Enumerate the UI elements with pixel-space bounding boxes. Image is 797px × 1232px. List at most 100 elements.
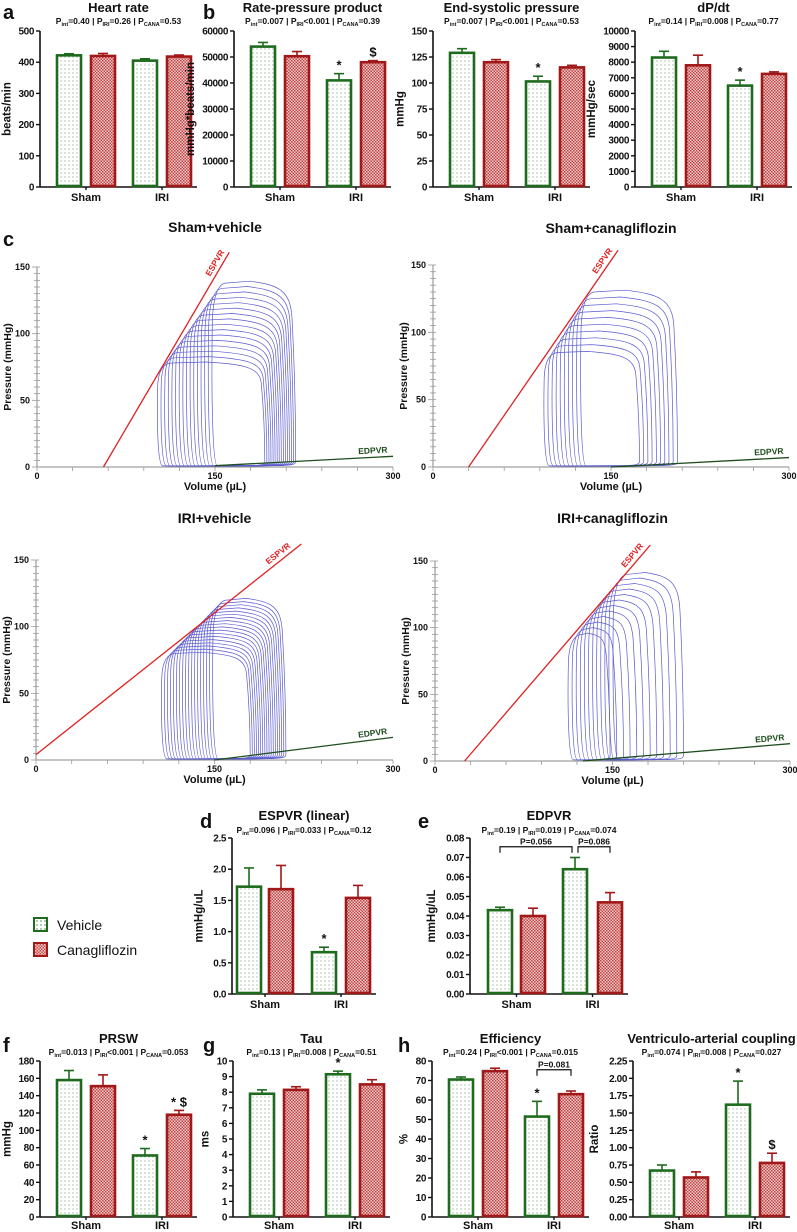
y-tick-label: 100 (412, 79, 428, 90)
p-prefix: P (141, 1047, 147, 1057)
pv-loop (206, 604, 283, 760)
p-value: =0.096 (249, 825, 276, 835)
p-subscript: IRI (495, 22, 503, 28)
p-subscript: IRI (102, 22, 110, 28)
p-separator: | (483, 16, 490, 26)
edpvr-label: EDPVR (357, 726, 387, 740)
pv-loop (551, 337, 649, 467)
bar-canagliflozin-iri (359, 60, 387, 188)
pv-loop (559, 323, 657, 467)
y-tick-label: 30000 (202, 105, 229, 116)
y-tick-label: 4000 (608, 120, 629, 131)
x-tick-label: Sham (71, 192, 101, 204)
x-tick-label: 300 (782, 765, 797, 775)
p-prefix: P (443, 1047, 449, 1057)
bar-canagliflozin-iri (558, 66, 586, 188)
x-tick-label: Sham (264, 1220, 294, 1232)
y-tick-label: 2.0 (213, 865, 227, 876)
espvr-line (464, 544, 651, 762)
p-prefix: P (334, 1047, 340, 1057)
bar-vehicle-iri (325, 79, 353, 188)
p-subscript: int (242, 831, 249, 837)
p-separator: | (562, 825, 569, 835)
p-separator: | (477, 1047, 484, 1057)
pv-loop (212, 598, 287, 760)
p-subscript: int (252, 1053, 259, 1059)
bar-canagliflozin-iri (596, 901, 624, 995)
p-values: Pint=0.40 | PIRI=0.26 | PCANA=0.53 (56, 16, 182, 28)
p-prefix: P (736, 16, 742, 26)
comparison-bracket (499, 846, 573, 853)
p-values: Pint=0.074 | PIRI=0.008 | PCANA=0.027 (642, 1047, 782, 1059)
y-tick-label: 500 (19, 27, 35, 38)
pv-loop (604, 583, 671, 761)
p-subscript: int (647, 1053, 654, 1059)
p-prefix: P (94, 1047, 100, 1057)
pv-loop (176, 636, 262, 760)
chart-title: Sham+canagliflozin (545, 220, 676, 236)
bar-vehicle-sham (447, 1078, 475, 1218)
pv-loop-plot-sham-canagliflozin: Sham+canagliflozin 0 50 100 150 0 150 300 Volume… (398, 220, 797, 493)
p-prefix: P (642, 1047, 648, 1057)
y-tick-label: 0.08 (446, 834, 465, 845)
pv-loop (576, 296, 674, 467)
y-tick-label: 0.02 (446, 951, 465, 962)
p-prefix: P (287, 1047, 293, 1057)
y-tick-label: 1 (222, 1197, 228, 1208)
p-value: =0.19 (494, 825, 516, 835)
p-values: Pint=0.24 | PIRI<0.001 | PCANA=0.015 (443, 1047, 578, 1059)
p-subscript: CANA (339, 1053, 355, 1059)
p-value: =0.074 (654, 1047, 681, 1057)
p-subscript: int (450, 22, 457, 28)
y-tick-label: 60 (416, 1096, 427, 1107)
edpvr-line (610, 456, 790, 468)
x-tick-label: 150 (207, 471, 222, 481)
significance-marker: * (737, 64, 743, 79)
bar-vehicle-sham (55, 54, 83, 188)
p-value: =0.40 (68, 16, 90, 26)
p-prefix: P (444, 16, 450, 26)
bar-canagliflozin-iri (760, 72, 788, 188)
y-tick-label: 0.05 (446, 892, 465, 903)
bar-canagliflozin-iri (165, 55, 193, 188)
y-tick-label: 0.25 (609, 1195, 628, 1206)
p-values: Pint=0.14 | PIRI=0.008 | PCANA=0.77 (648, 16, 778, 28)
y-tick-label: 4 (222, 1150, 228, 1161)
p-subscript: IRI (490, 1053, 498, 1059)
legend-label: Canagliflozin (57, 941, 138, 958)
pv-loop (173, 639, 259, 760)
p-separator: | (515, 825, 522, 835)
bar-vehicle-iri (131, 1154, 159, 1218)
x-tick-label: 300 (781, 471, 796, 481)
p-values: Pint=0.096 | PIRI=0.033 | PCANA=0.12 (237, 825, 372, 837)
y-tick-label: 0.0 (213, 990, 227, 1001)
bar-canagliflozin-sham (267, 887, 295, 995)
x-tick-label: IRI (349, 192, 363, 204)
espvr-line (102, 252, 230, 468)
y-tick-label: 160 (19, 1074, 35, 1085)
x-tick-label: Sham (666, 192, 696, 204)
p-separator: | (133, 1047, 140, 1057)
pv-loop (568, 310, 666, 467)
p-separator: | (131, 16, 138, 26)
significance-marker: $ (369, 45, 377, 60)
bar-canagliflozin-sham (481, 1069, 509, 1218)
y-axis-label: Pressure (mmHg) (1, 616, 13, 704)
p-prefix: P (484, 1047, 490, 1057)
y-tick-label: 0.01 (446, 970, 465, 981)
bar-canagliflozin-iri (358, 1083, 386, 1218)
pv-loop (188, 623, 270, 760)
y-tick-label: 100 (14, 622, 29, 632)
espvr-line (468, 249, 619, 468)
p-subscript: int (654, 22, 661, 28)
bracket-p-label: P=0.081 (538, 1059, 570, 1069)
x-tick-label: Sham (250, 999, 280, 1011)
y-tick-label: 20 (416, 1174, 427, 1185)
y-tick-label: 8 (222, 1088, 228, 1099)
p-value: =0.51 (355, 1047, 377, 1057)
y-tick-label: 3 (222, 1166, 228, 1177)
p-value: =0.39 (358, 16, 380, 26)
p-value: <0.001 (503, 16, 530, 26)
